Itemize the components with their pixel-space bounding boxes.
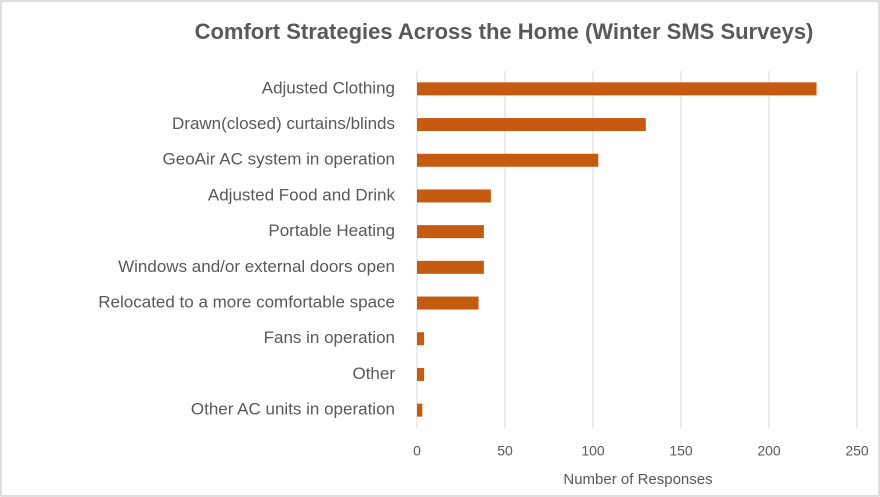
y-tick-label: Adjusted Clothing [262, 78, 395, 97]
y-tick-label: Portable Heating [268, 221, 395, 240]
bar [417, 403, 423, 417]
bar [417, 153, 599, 167]
y-tick-label: GeoAir AC system in operation [163, 150, 395, 169]
bar [417, 225, 484, 239]
y-tick-label: Fans in operation [264, 328, 395, 347]
bar [417, 367, 425, 381]
y-tick-label: Other [352, 364, 395, 383]
bar [417, 118, 646, 132]
bar [417, 82, 817, 96]
bar [417, 189, 491, 203]
bar [417, 260, 484, 274]
y-tick-label: Relocated to a more comfortable space [98, 293, 395, 312]
y-tick-label: Adjusted Food and Drink [208, 185, 396, 204]
x-tick-label: 0 [413, 443, 421, 459]
x-tick-label: 100 [581, 443, 605, 459]
y-tick-label: Windows and/or external doors open [118, 257, 395, 276]
bar [417, 332, 425, 346]
bar [417, 296, 479, 310]
x-tick-label: 50 [497, 443, 513, 459]
chart-title: Comfort Strategies Across the Home (Wint… [195, 19, 814, 44]
x-tick-label: 250 [845, 443, 869, 459]
y-tick-label: Drawn(closed) curtains/blinds [172, 114, 395, 133]
x-tick-label: 150 [669, 443, 693, 459]
x-tick-label: 200 [757, 443, 781, 459]
y-tick-label: Other AC units in operation [191, 400, 395, 419]
x-axis-title: Number of Responses [563, 471, 712, 488]
